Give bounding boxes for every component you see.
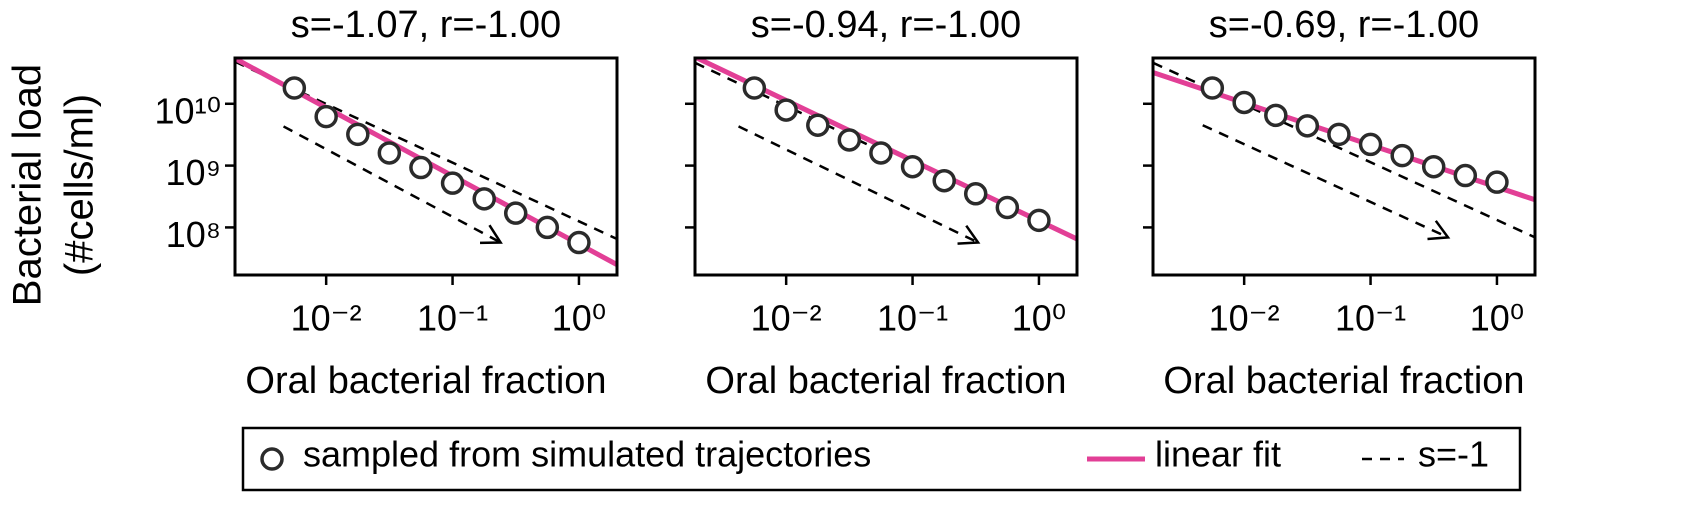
y-axis-label: (#cells/ml) (58, 94, 102, 276)
x-tick-label: 10⁻² (751, 298, 822, 339)
x-tick-label: 10⁻¹ (877, 298, 948, 339)
point (503, 201, 528, 225)
point (472, 187, 496, 211)
legend-box (241, 426, 1522, 492)
x-axis-label: Oral bacterial fraction (705, 360, 1066, 402)
panel-title: s=-1.07, r=-1.00 (291, 4, 561, 46)
point (742, 76, 767, 100)
point (932, 168, 956, 193)
legend-label: s=-1 (1418, 434, 1489, 475)
point (1421, 154, 1446, 179)
point (346, 122, 370, 147)
point (282, 76, 307, 100)
point (1264, 103, 1288, 128)
point (567, 230, 591, 255)
panel-title: s=-0.94, r=-1.00 (751, 4, 1021, 46)
point (995, 195, 1020, 220)
reference-line (737, 125, 981, 245)
point (963, 182, 988, 206)
plot-frame (1151, 56, 1537, 277)
y-tick-label: 10⁹ (166, 152, 221, 193)
point (1485, 170, 1509, 194)
x-axis-label: Oral bacterial fraction (1163, 360, 1524, 402)
x-tick-label: 10⁰ (1470, 298, 1524, 339)
point (377, 141, 402, 165)
x-tick-label: 10⁰ (552, 298, 606, 339)
x-axis-label: Oral bacterial fraction (245, 360, 606, 402)
point (1232, 90, 1256, 115)
point (1390, 143, 1414, 168)
point (869, 141, 893, 165)
x-tick-label: 10⁻² (1209, 298, 1280, 339)
point (1453, 163, 1478, 188)
panel-title: s=-0.69, r=-1.00 (1209, 4, 1479, 46)
y-axis-label: Bacterial load (6, 64, 50, 306)
point (409, 155, 433, 180)
plot-frame (693, 56, 1079, 277)
x-tick-label: 10⁰ (1012, 298, 1066, 339)
legend-marker (260, 447, 284, 471)
panel: s=-0.94, r=-1.00 Oral bacterial fraction 1… (685, 4, 1079, 402)
point (535, 215, 560, 240)
y-tick-label: 10¹⁰ (155, 90, 221, 131)
plot-frame (233, 56, 619, 277)
reference-line (1202, 124, 1451, 241)
point (1358, 132, 1383, 157)
point (314, 104, 338, 129)
point (1327, 122, 1351, 147)
point (1027, 208, 1051, 233)
y-tick-label: 10⁸ (166, 214, 221, 255)
point (806, 113, 830, 137)
reference-line (282, 125, 503, 245)
x-tick-label: 10⁻¹ (417, 298, 488, 339)
x-tick-label: 10⁻¹ (1335, 298, 1406, 339)
point (1295, 114, 1320, 138)
point (837, 128, 862, 152)
point (774, 98, 798, 122)
point (1200, 76, 1225, 100)
legend-label: linear fit (1155, 434, 1281, 475)
reference-line (1153, 61, 1535, 239)
point (440, 171, 465, 195)
reference-line (235, 60, 617, 241)
panel: s=-0.69, r=-1.00 Oral bacterial fraction 1… (1143, 4, 1537, 402)
x-tick-label: 10⁻² (291, 298, 362, 339)
panel: s=-1.07, r=-1.00 Oral bacterial fraction B… (6, 4, 619, 402)
legend-label: sampled from simulated trajectories (303, 434, 871, 475)
point (900, 154, 925, 179)
